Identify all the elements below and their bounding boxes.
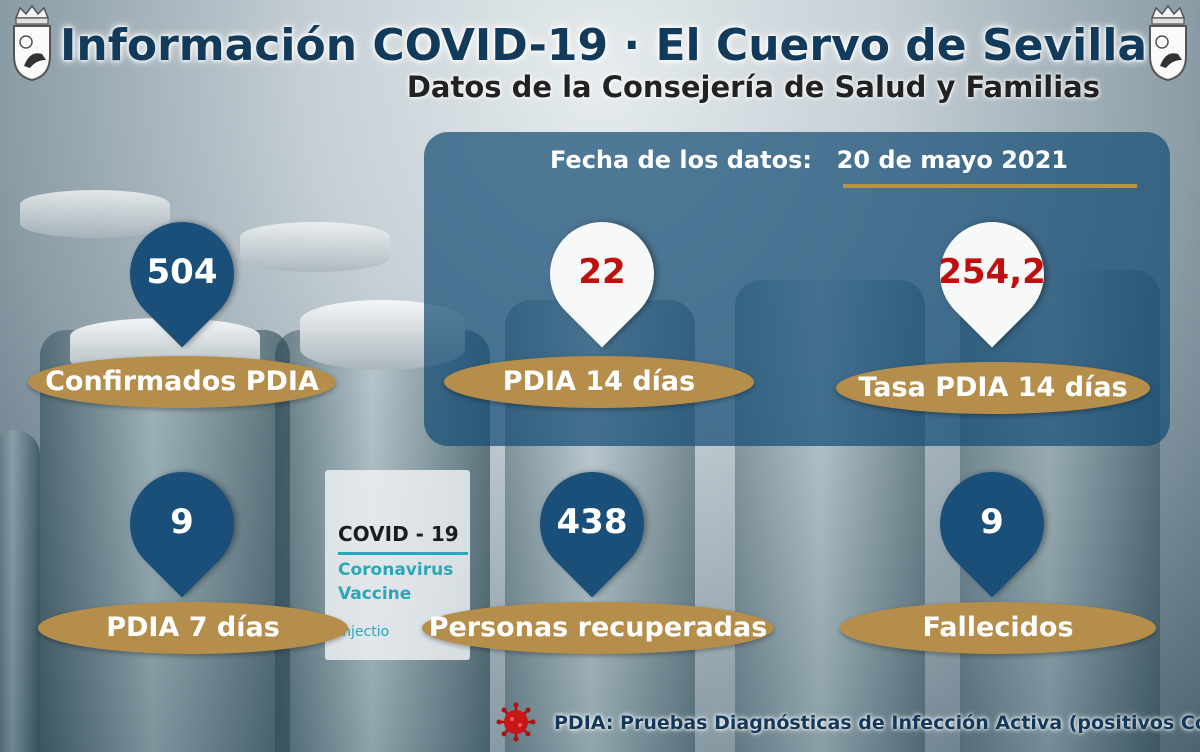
stat-value-tasa-14: 254,2 bbox=[938, 252, 1046, 292]
vial-divider bbox=[338, 552, 468, 555]
vial-line-1: Coronavirus bbox=[338, 560, 454, 580]
stat-label-fallecidos: Fallecidos bbox=[840, 602, 1156, 654]
municipal-crest-left-icon bbox=[13, 4, 51, 82]
stat-label-confirmados: Confirmados PDIA bbox=[28, 356, 336, 408]
footer-note: PDIA: Pruebas Diagnósticas de Infección … bbox=[554, 712, 1200, 734]
stat-label-pdia-7: PDIA 7 días bbox=[38, 602, 348, 654]
stat-value-pdia-7: 9 bbox=[170, 502, 194, 542]
date-label: Fecha de los datos: bbox=[550, 146, 812, 174]
vial-cap bbox=[20, 190, 170, 238]
municipal-crest-right-icon bbox=[1149, 4, 1187, 82]
date-row: Fecha de los datos: 20 de mayo 2021 bbox=[550, 146, 1068, 174]
page-subtitle: Datos de la Consejería de Salud y Famili… bbox=[406, 70, 1100, 104]
stat-label-recuperadas: Personas recuperadas bbox=[422, 602, 774, 654]
date-value: 20 de mayo 2021 bbox=[836, 146, 1068, 174]
stat-value-fallecidos: 9 bbox=[980, 502, 1004, 542]
background-vial bbox=[0, 430, 40, 752]
date-underline bbox=[843, 184, 1137, 188]
stat-label-tasa-14: Tasa PDIA 14 días bbox=[836, 362, 1150, 414]
stat-value-pdia-14: 22 bbox=[578, 252, 626, 292]
vial-line-3: Injectio bbox=[338, 624, 390, 640]
vial-cap bbox=[240, 222, 390, 272]
vial-line-2: Vaccine bbox=[338, 584, 412, 604]
stat-value-confirmados: 504 bbox=[146, 252, 218, 292]
stat-label-pdia-14: PDIA 14 días bbox=[444, 356, 754, 408]
vial-brand-text: COVID - 19 bbox=[338, 522, 459, 546]
page-title: Información COVID-19 · El Cuervo de Sevi… bbox=[60, 20, 1148, 71]
coronavirus-icon bbox=[496, 702, 536, 742]
stat-value-recuperadas: 438 bbox=[556, 502, 628, 542]
